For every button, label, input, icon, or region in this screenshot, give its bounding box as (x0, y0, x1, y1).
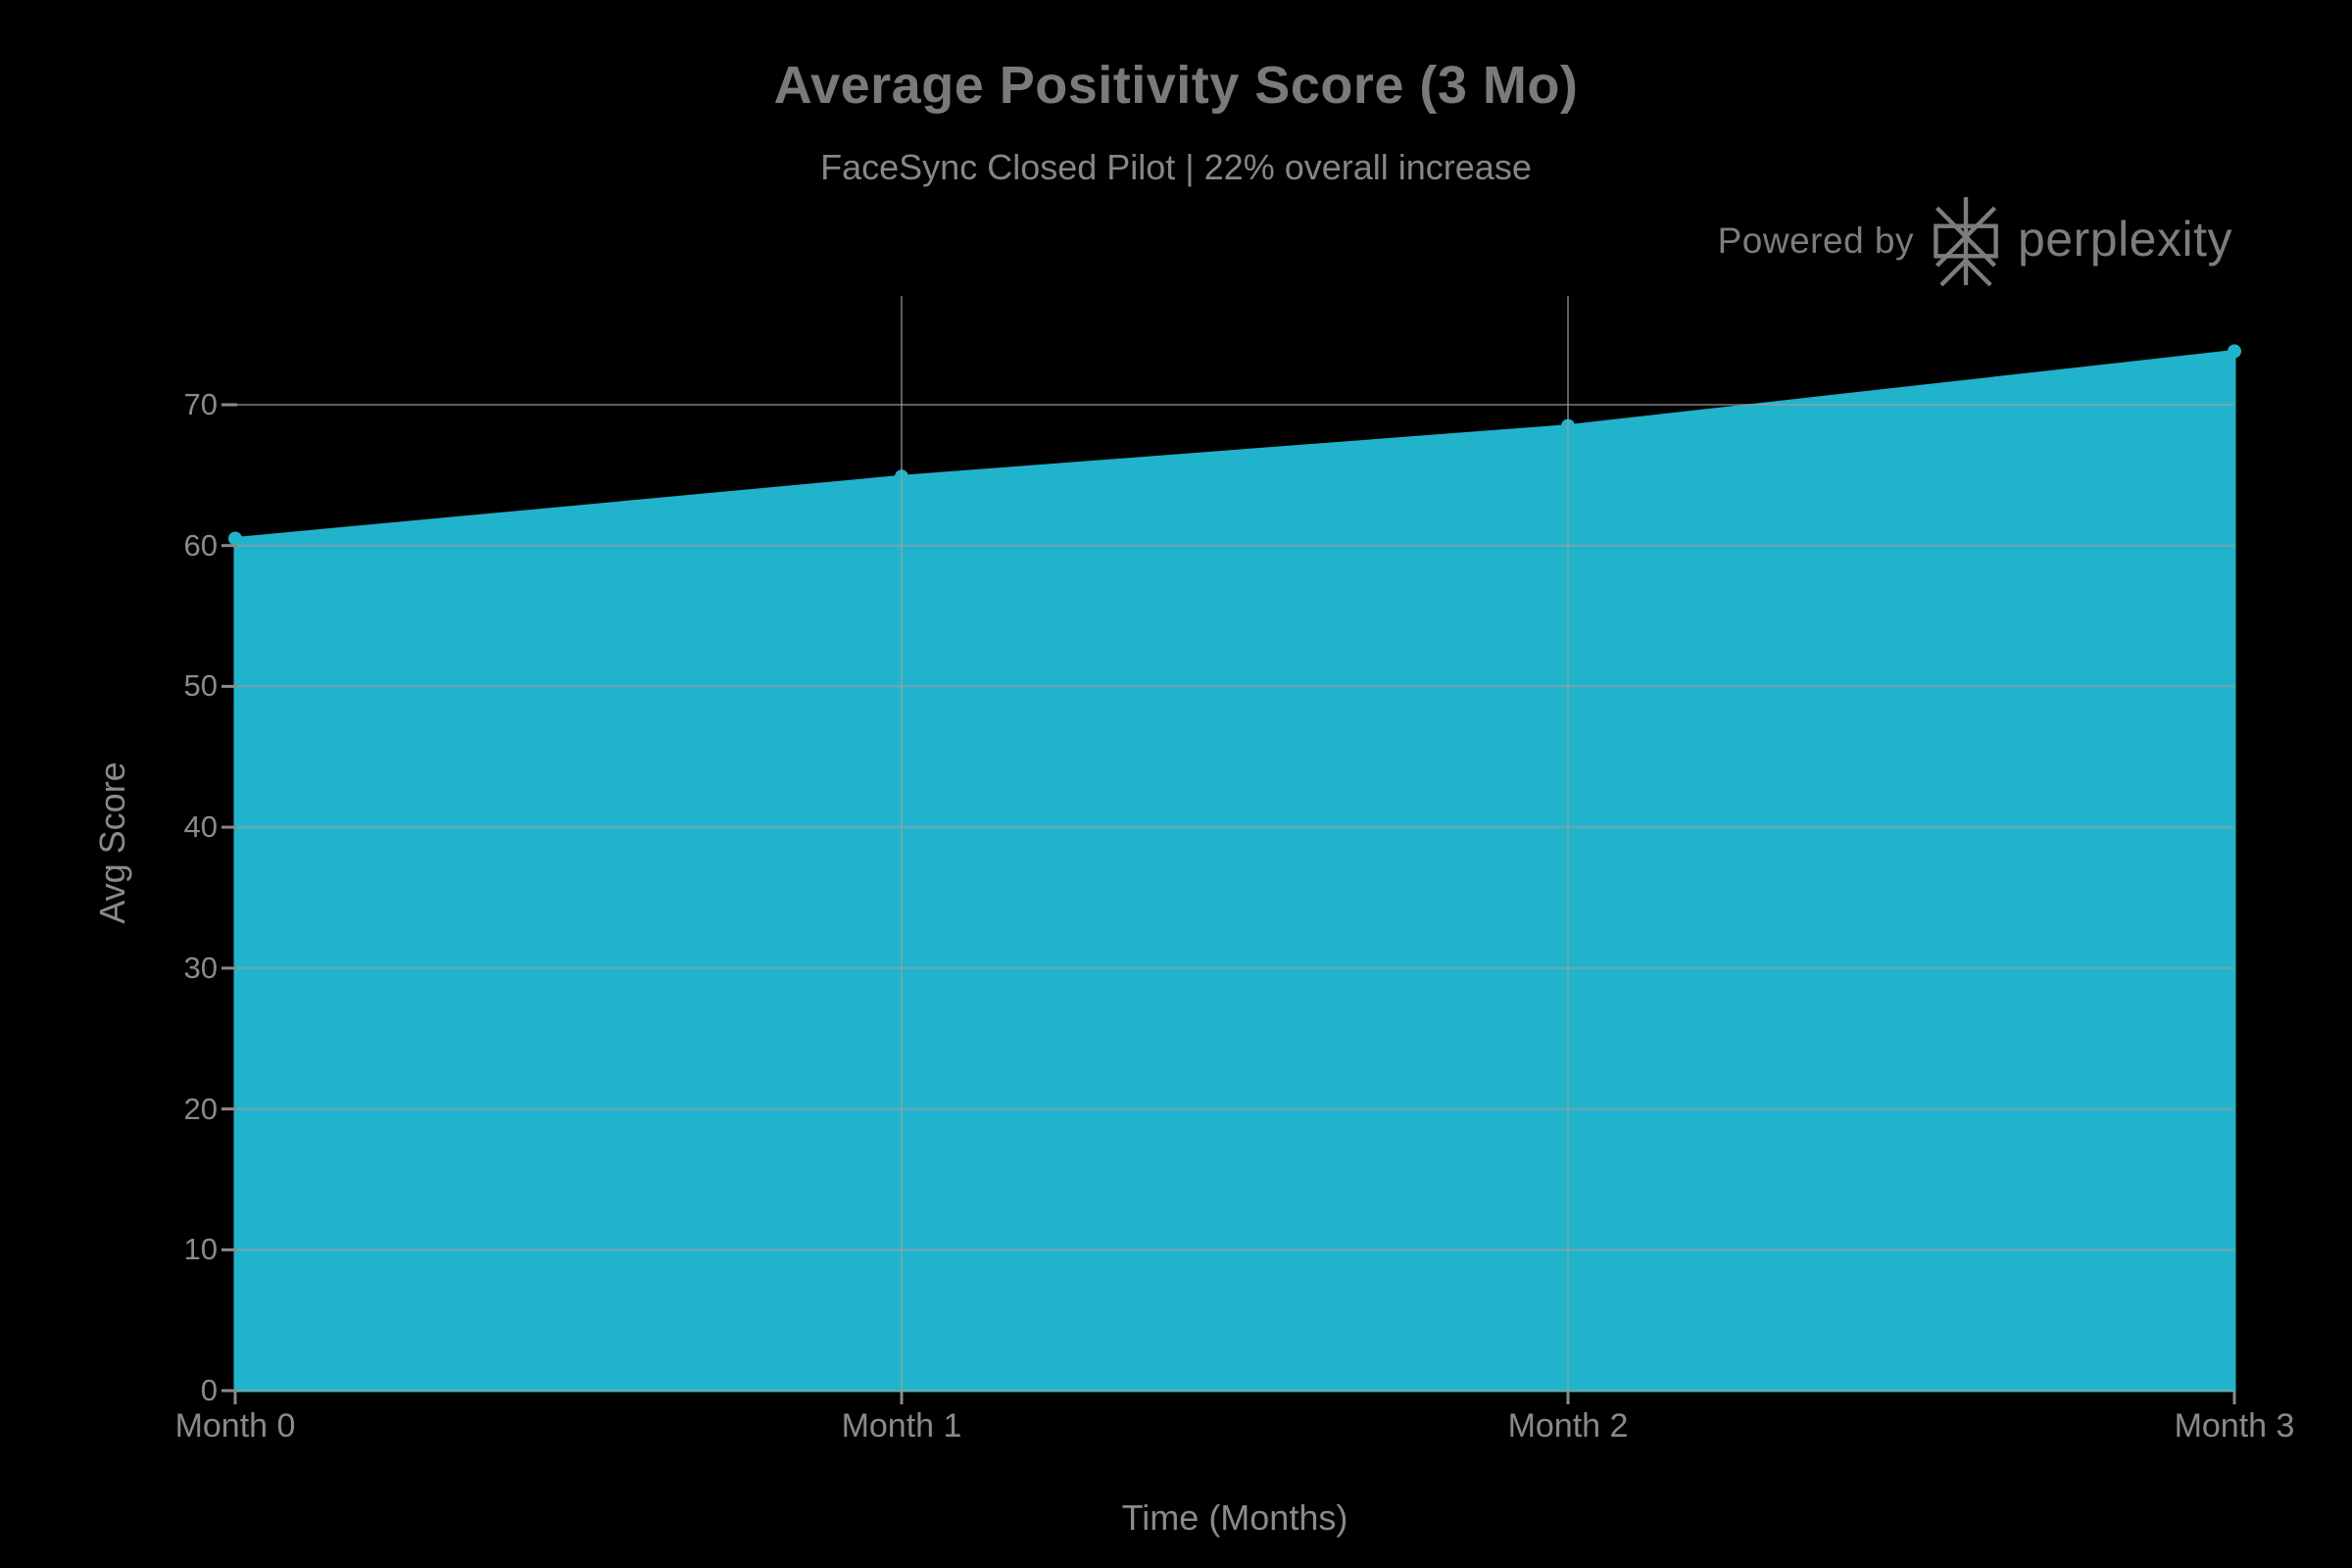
y-tick-label: 10 (183, 1232, 218, 1267)
y-tick-label: 30 (183, 950, 218, 985)
data-point-marker (2228, 344, 2241, 359)
x-axis-title: Time (Months) (1121, 1497, 1348, 1538)
powered-by-branding: Powered by perplexity (1718, 192, 2232, 290)
x-tick-label: Month 2 (1507, 1407, 1629, 1445)
y-tick-label: 50 (183, 668, 218, 704)
brand-wordmark: perplexity (2018, 212, 2232, 267)
y-tick-label: 40 (183, 809, 218, 845)
x-tick-label: Month 0 (174, 1407, 296, 1445)
x-tick-label: Month 3 (2174, 1407, 2295, 1445)
y-tick-label: 0 (200, 1373, 218, 1407)
perplexity-asterisk-icon (1928, 195, 2004, 287)
chart-title: Average Positivity Score (3 Mo) (773, 56, 1579, 115)
data-point-marker (228, 531, 242, 546)
powered-by-label: Powered by (1717, 220, 1914, 261)
y-tick-label: 60 (183, 527, 218, 563)
y-tick-label: 20 (183, 1091, 218, 1126)
y-tick-label: 70 (183, 387, 218, 421)
x-tick-label: Month 1 (841, 1407, 962, 1445)
chart-subtitle: FaceSync Closed Pilot | 22% overall incr… (820, 147, 1532, 187)
